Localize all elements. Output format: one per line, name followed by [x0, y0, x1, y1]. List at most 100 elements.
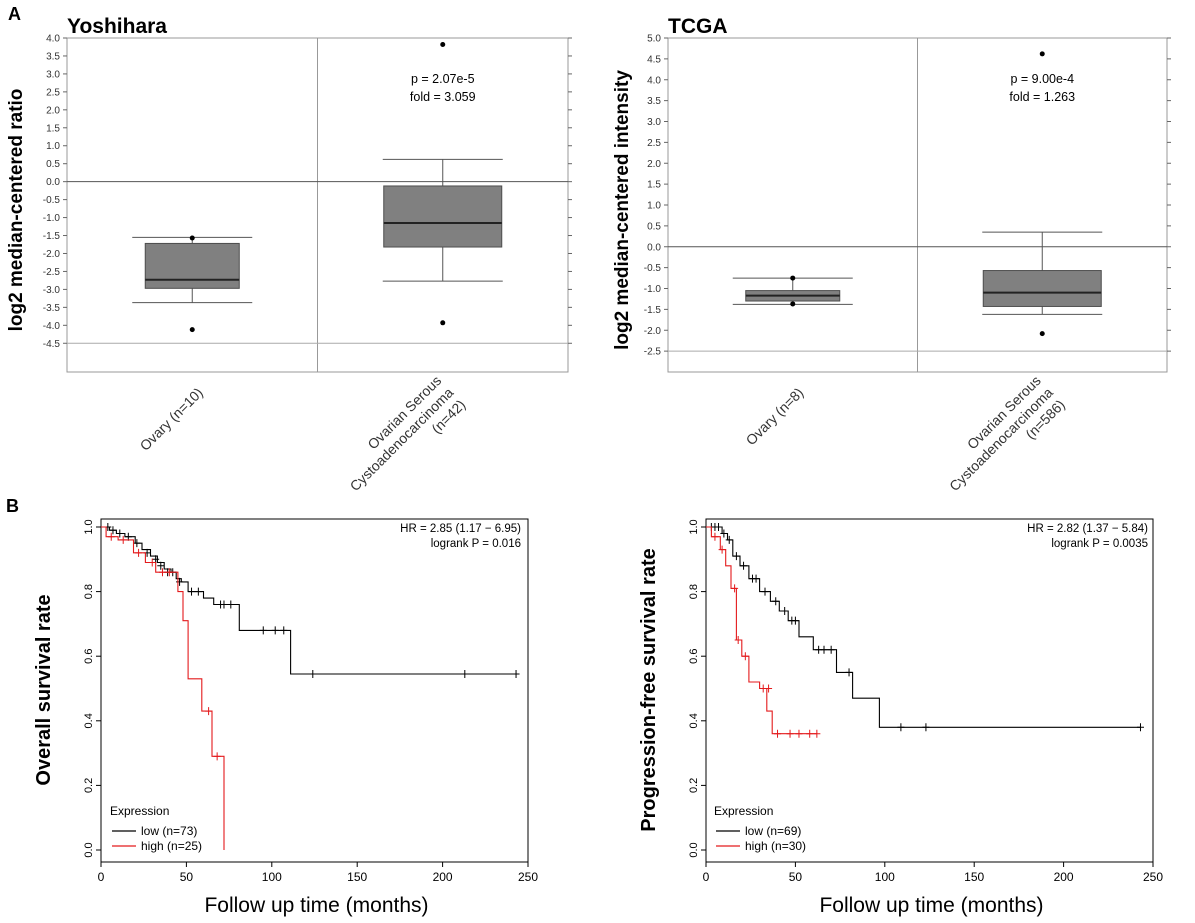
- x-tick-label: 150: [964, 870, 984, 884]
- stats-annotation: logrank P = 0.0035: [1051, 538, 1148, 550]
- stats-annotation: p = 9.00e-4: [1010, 72, 1074, 86]
- y-tick-label: 0.0: [46, 177, 60, 188]
- y-tick-label: 1.0: [83, 519, 95, 534]
- plot-frame: [705, 518, 1154, 863]
- y-tick-label: 4.0: [46, 34, 60, 45]
- category-label-line: Cystoadenocarcinoma: [347, 384, 457, 494]
- censor-mark: [734, 636, 742, 645]
- survival-curve-high: [706, 526, 817, 735]
- x-tick-label: 100: [262, 870, 282, 884]
- y-tick-label: -2.0: [644, 326, 662, 337]
- censor-mark: [791, 616, 799, 625]
- y-tick-label: -4.0: [43, 321, 61, 332]
- y-tick-label: 0.0: [647, 242, 661, 253]
- x-tick-label: 200: [1054, 870, 1074, 884]
- chart-title: Yoshihara: [67, 15, 167, 38]
- y-tick-label: 0.0: [688, 842, 700, 857]
- y-tick-label: -4.5: [43, 339, 61, 350]
- y-tick-label: 5.0: [647, 34, 661, 45]
- outlier-point: [440, 320, 446, 326]
- x-tick-label: 50: [789, 870, 803, 884]
- chart-yoshihara: Yoshihara 4.0 3.5 3.0 2.5 2.0 1.5 1.0 0.5 0.0 -0.5…: [6, 15, 572, 494]
- panel-label-b: B: [6, 496, 19, 516]
- outlier-point: [790, 275, 796, 281]
- x-tick-label: 250: [1143, 870, 1163, 884]
- y-tick-label: -3.0: [43, 285, 61, 296]
- y-tick-label: 1.5: [647, 180, 661, 191]
- y-tick-label: -2.5: [43, 267, 61, 278]
- censor-mark: [827, 645, 835, 654]
- censor-mark: [725, 535, 733, 544]
- y-tick-label: 0.2: [688, 778, 700, 793]
- y-tick-label: 0.0: [83, 842, 95, 857]
- censor-mark: [718, 545, 726, 554]
- chart-title: TCGA: [668, 15, 728, 38]
- censor-mark: [845, 668, 853, 677]
- y-tick-label: 0.5: [46, 159, 60, 170]
- y-tick-label: -3.5: [43, 303, 61, 314]
- outlier-point: [189, 327, 195, 333]
- censor-mark: [227, 600, 235, 609]
- censor-mark: [194, 587, 202, 596]
- box: [144, 242, 240, 289]
- y-tick-label: 3.0: [647, 117, 661, 128]
- censor-mark: [109, 526, 117, 535]
- censor-mark: [715, 523, 723, 531]
- outlier-point: [1039, 51, 1045, 57]
- x-tick-label: 200: [433, 870, 453, 884]
- censor-mark: [732, 552, 740, 561]
- censor-mark: [165, 568, 173, 577]
- y-tick-label: 2.0: [647, 159, 661, 170]
- y-tick-label: 1.5: [46, 123, 60, 134]
- censor-mark: [512, 669, 520, 678]
- censor-mark: [820, 645, 828, 654]
- censor-mark: [897, 723, 905, 732]
- legend-entry: low (n=73): [141, 824, 197, 838]
- stats-annotation: fold = 1.263: [1009, 90, 1075, 104]
- y-tick-label: 3.5: [46, 51, 60, 62]
- y-tick-label: -1.5: [644, 305, 662, 316]
- legend-entry: high (n=25): [141, 839, 202, 853]
- censor-mark: [720, 529, 728, 538]
- y-axis-label: log2 median-centered intensity: [612, 70, 633, 350]
- censor-mark: [765, 684, 773, 693]
- censor-mark: [774, 729, 782, 738]
- stats-annotation: fold = 3.059: [410, 90, 476, 104]
- category-label: Ovarian SerousCystoadenocarcinoma(n=586): [934, 372, 1068, 506]
- censor-mark: [259, 626, 267, 635]
- censor-mark: [135, 548, 143, 557]
- x-tick-label: 0: [98, 870, 105, 884]
- x-tick-label: 250: [518, 870, 538, 884]
- y-tick-label: 2.5: [46, 87, 60, 98]
- censor-mark: [795, 729, 803, 738]
- censor-mark: [176, 577, 184, 586]
- y-tick-label: 0.5: [647, 221, 661, 232]
- censor-mark: [761, 587, 769, 596]
- legend-title: Expression: [110, 804, 169, 818]
- x-tick-label: 150: [347, 870, 367, 884]
- y-tick-label: -0.5: [644, 263, 662, 274]
- y-tick-label: 3.5: [647, 96, 661, 107]
- x-tick-label: 50: [180, 870, 194, 884]
- y-tick-label: 1.0: [647, 201, 661, 212]
- censor-mark: [772, 597, 780, 606]
- stats-annotation: logrank P = 0.016: [431, 538, 521, 550]
- censor-mark: [133, 539, 141, 548]
- y-tick-label: -1.0: [43, 213, 61, 224]
- y-tick-label: 0.6: [688, 649, 700, 664]
- outlier-point: [189, 235, 195, 241]
- censor-mark: [220, 600, 228, 609]
- category-label-line: Cystoadenocarcinoma: [946, 384, 1056, 494]
- legend-entry: high (n=30): [745, 839, 806, 853]
- legend-title: Expression: [714, 804, 773, 818]
- y-tick-label: 0.4: [83, 713, 95, 728]
- survival-curve-low: [706, 526, 1141, 728]
- y-axis-label: Overall survival rate: [33, 594, 55, 785]
- legend-entry: low (n=69): [745, 824, 801, 838]
- outlier-point: [1039, 331, 1045, 337]
- panel-label-a: A: [8, 4, 21, 24]
- censor-mark: [752, 574, 760, 583]
- plot-frame: [100, 518, 529, 863]
- censor-mark: [922, 723, 930, 732]
- y-axis-label: log2 median-centered ratio: [6, 89, 27, 332]
